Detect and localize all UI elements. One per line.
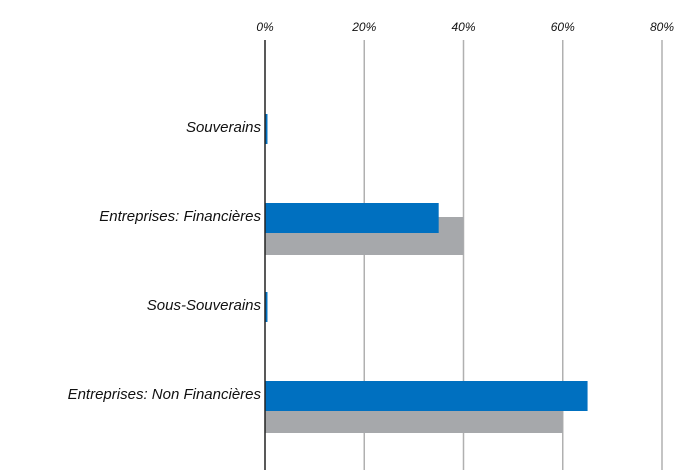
x-tick-label: 0% [256,20,274,34]
y-tick-label: Entreprises: Financières [99,208,261,225]
bar [265,381,588,411]
y-tick-label: Souverains [186,119,262,136]
bar [265,292,268,322]
x-tick-label: 80% [650,20,674,34]
y-tick-label: Sous-Souverains [147,297,262,314]
x-tick-label: 20% [351,20,376,34]
bar [265,203,439,233]
y-tick-label: Entreprises: Non Financières [68,386,262,403]
bar [265,114,268,144]
x-tick-label: 40% [451,20,475,34]
x-tick-label: 60% [551,20,575,34]
